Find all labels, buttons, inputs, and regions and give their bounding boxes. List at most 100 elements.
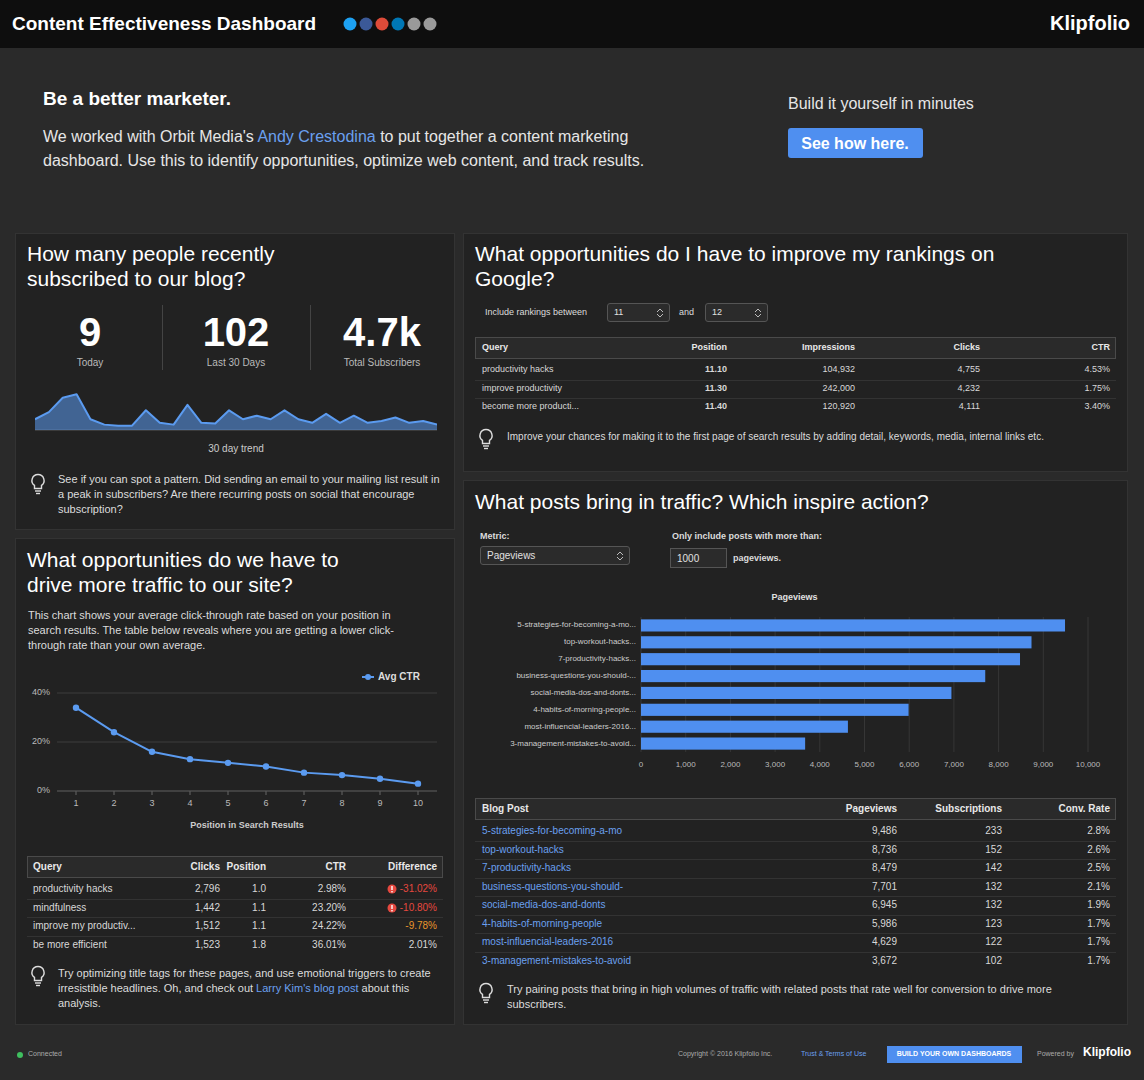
table-cell: 1,512 [80, 920, 220, 932]
table-cell: 104,932 [715, 364, 855, 375]
post-link[interactable]: social-media-dos-and-donts [482, 899, 605, 911]
share-icon[interactable] [392, 18, 405, 31]
data-point [263, 763, 269, 769]
threshold-input[interactable]: 1000 [670, 548, 727, 568]
column-header: Subscriptions [862, 803, 1002, 815]
select-value[interactable]: Pageviews [487, 550, 535, 562]
post-link[interactable]: 5-strategies-for-becoming-a-mo [482, 825, 622, 837]
author-link[interactable]: Andy Crestodina [257, 128, 375, 145]
table-cell: 1,442 [80, 902, 220, 914]
bar [641, 737, 805, 749]
warning-icon-bar [391, 886, 392, 890]
cta-button-text[interactable]: See how here. [788, 134, 923, 153]
chart-line [0, 0, 1144, 1080]
panel-title: What posts bring in traffic? Which inspi… [475, 489, 929, 514]
stat-value: 4.7k [312, 308, 452, 356]
x-tick [190, 791, 191, 795]
post-link[interactable]: top-workout-hacks [482, 844, 564, 856]
data-point [187, 756, 193, 762]
y-tick-label: 0% [10, 785, 50, 796]
x-tick [76, 791, 77, 795]
warning-icon [387, 884, 397, 894]
select-box[interactable]: 11 [607, 303, 670, 322]
post-link[interactable]: 7-productivity-hacks [482, 862, 571, 874]
warning-icon-bar [391, 905, 392, 909]
column-header: CTR [206, 861, 346, 873]
threshold-value[interactable]: 1000 [677, 553, 699, 565]
select-arrow-shape [755, 309, 761, 317]
filter-label: Include rankings between [485, 307, 587, 318]
select-value[interactable]: 11 [614, 307, 623, 318]
table-cell: 2.8% [970, 825, 1110, 837]
grid-line [1088, 617, 1089, 752]
stat-value: 9 [20, 308, 160, 356]
share-icon[interactable] [424, 18, 437, 31]
column-header: Query [482, 342, 508, 353]
table-cell: 2.5% [970, 862, 1110, 874]
select-value[interactable]: 12 [712, 307, 722, 318]
category-label: top-workout-hacks... [466, 637, 636, 647]
select-arrow-shape [617, 552, 623, 560]
table-cell: 2,796 [80, 883, 220, 895]
tip-link[interactable]: Larry Kim's blog post [256, 982, 358, 994]
row-divider [27, 917, 443, 918]
x-tick-label: 4,000 [798, 760, 842, 770]
row-divider [475, 398, 1116, 399]
table-cell: 142 [862, 862, 1002, 874]
select-arrow [754, 307, 762, 319]
warning-icon-circle [388, 903, 397, 912]
post-link[interactable]: business-questions-you-should- [482, 881, 623, 893]
x-tick-label: 3,000 [753, 760, 797, 770]
grid-line [57, 742, 437, 743]
post-link[interactable]: most-influencial-leaders-2016 [482, 936, 613, 948]
select-box[interactable]: Pageviews [480, 546, 630, 565]
data-point [377, 776, 383, 782]
select-box[interactable]: 12 [705, 303, 768, 322]
y-tick-label: 40% [10, 687, 50, 698]
table-header [475, 337, 1116, 359]
table-cell: 23.20% [206, 902, 346, 914]
table-cell: 1.7% [970, 936, 1110, 948]
table-cell: 11.40 [587, 401, 727, 412]
bulb-base [483, 445, 489, 446]
footer-button[interactable]: BUILD YOUR OWN DASHBOARDS [887, 1046, 1022, 1063]
series-line [35, 394, 437, 426]
x-tick-label: 1 [61, 798, 91, 809]
column-header: CTR [970, 342, 1110, 353]
share-icon[interactable] [344, 18, 357, 31]
table-cell: improve my productiv... [33, 920, 136, 932]
table-cell: 11.10 [587, 364, 727, 375]
tip-icon [30, 473, 46, 495]
stat-separator [162, 305, 163, 370]
table-cell: productivity hacks [33, 883, 112, 895]
table-cell: 3.40% [970, 401, 1110, 412]
table-cell: 8,736 [757, 844, 897, 856]
share-icon[interactable] [408, 18, 421, 31]
table-cell: 152 [862, 844, 1002, 856]
column-header: Position [587, 342, 727, 353]
post-link[interactable]: 4-habits-of-morning-people [482, 918, 602, 930]
dashboard-title: Content Effectiveness Dashboard [12, 13, 316, 36]
row-divider [475, 952, 1116, 953]
tip-text: Try pairing posts that bring in high vol… [507, 982, 1107, 1012]
x-tick [342, 791, 343, 795]
share-icon[interactable] [360, 18, 373, 31]
footer-button-text[interactable]: BUILD YOUR OWN DASHBOARDS [887, 1050, 1022, 1058]
row-divider [475, 859, 1116, 860]
share-icon[interactable] [376, 18, 389, 31]
tip-icon [478, 428, 494, 450]
filter-label: and [679, 307, 694, 318]
cta-button[interactable]: See how here. [788, 128, 923, 158]
post-link[interactable]: 3-management-mistakes-to-avoid [482, 955, 631, 967]
legend-line [362, 676, 374, 678]
x-tick-label: 8 [327, 798, 357, 809]
grid-line [57, 693, 437, 694]
control-label: Only include posts with more than: [672, 531, 822, 542]
data-point [415, 780, 421, 786]
terms-link[interactable]: Trust & Terms of Use [801, 1050, 866, 1058]
table-cell: mindfulness [33, 902, 86, 914]
table-cell: 7,701 [757, 881, 897, 893]
category-label: 5-strategies-for-becoming-a-mo... [466, 620, 636, 630]
table-cell: -31.02% [297, 883, 437, 895]
grid-line [819, 617, 820, 752]
